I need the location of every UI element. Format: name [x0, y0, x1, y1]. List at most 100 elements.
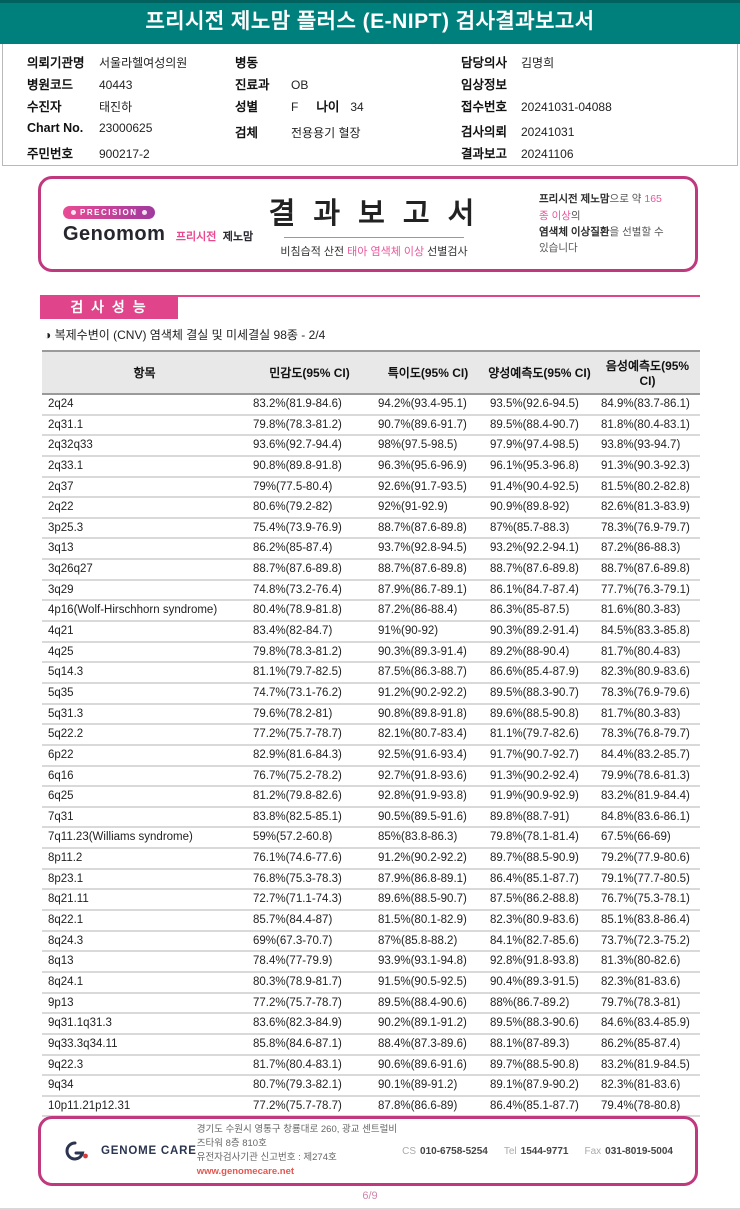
table-row: 9q34 80.7%(79.3-82.1) 90.1%(89-91.2) 89.1%(… [42, 1075, 700, 1097]
table-row: 2q22 80.6%(79.2-82) 92%(91-92.9) 90.9%(89.8… [42, 497, 700, 519]
row-value: 80.4%(78.9-81.8) [247, 600, 372, 623]
row-value: 90.5%(89.5-91.6) [372, 806, 484, 829]
field-value: 전용용기 혈장 [291, 126, 361, 140]
table-row: 2q24 83.2%(81.9-84.6) 94.2%(93.4-95.1) 93.5… [42, 394, 700, 416]
row-value: 90.3%(89.2-91.4) [484, 621, 595, 643]
section-title: 검 사 성 능 [40, 295, 178, 319]
footer-cs: CS 010-6758-5254 [402, 1145, 488, 1157]
row-item-label: 2q22 [42, 497, 247, 519]
row-value: 88.7%(87.6-89.8) [372, 559, 484, 581]
row-value: 82.9%(81.6-84.3) [247, 744, 372, 767]
row-value: 88.7%(87.6-89.8) [484, 559, 595, 581]
row-value: 80.3%(78.9-81.7) [247, 971, 372, 994]
table-row: 5q14.3 81.1%(79.7-82.5) 87.5%(86.3-88.7) 86… [42, 662, 700, 684]
row-item-label: 9q33.3q34.11 [42, 1033, 247, 1056]
table-row: 9q33.3q34.11 85.8%(84.6-87.1) 88.4%(87.3-8… [42, 1033, 700, 1056]
banner-center: 결 과 보 고 서 비침습적 산전 태아 염색체 이상 선별검사 [249, 190, 499, 259]
row-value: 76.8%(75.3-78.3) [247, 868, 372, 891]
row-value: 88.7%(87.6-89.8) [247, 559, 372, 581]
field-label: 접수번호 [461, 99, 508, 114]
section-subtitle: ◑ 복제수변이 (CNV) 염색체 결실 및 미세결실 98종 - 2/4 [44, 328, 326, 342]
row-value: 90.2%(89.1-91.2) [372, 1013, 484, 1035]
row-value: 82.3%(80.9-83.6) [595, 662, 700, 684]
table-row: 2q33.1 90.8%(89.8-91.8) 96.3%(95.6-96.9) 96… [42, 455, 700, 478]
badge-label: PRECISION [80, 208, 138, 217]
field-label: 의뢰기관명 [27, 56, 85, 70]
patient-info-col-right: 담당의사 김명희 임상정보 접수번호 20241031-04088 검사의뢰 2024… [461, 52, 721, 165]
footer-address-block: 경기도 수원시 영통구 창룡대로 260, 광교 센트럴비즈타워 8층 810호… [197, 1123, 402, 1180]
info-row: 검체 전용용기 혈장 [235, 122, 461, 144]
table-row: 3p25.3 75.4%(73.9-76.9) 88.7%(87.6-89.8) 87… [42, 517, 700, 540]
row-value: 84.8%(83.6-86.1) [595, 806, 700, 829]
row-value: 79.9%(78.6-81.3) [595, 765, 700, 788]
row-value: 89.1%(87.9-90.2) [484, 1075, 595, 1097]
row-item-label: 7q11.23(Williams syndrome) [42, 827, 247, 850]
row-value: 81.1%(79.7-82.6) [484, 724, 595, 746]
row-value: 86.6%(85.4-87.9) [484, 662, 595, 684]
row-value: 88.4%(87.3-89.6) [372, 1033, 484, 1056]
report-title: 결 과 보 고 서 [268, 197, 480, 230]
field-value: 20241031-04088 [521, 99, 612, 114]
row-value: 84.6%(83.4-85.9) [595, 1013, 700, 1035]
row-value: 87.8%(86.6-89) [372, 1095, 484, 1118]
info-row: 병원코드 40443 [27, 74, 235, 96]
row-item-label: 3q26q27 [42, 559, 247, 581]
row-value: 93.6%(92.7-94.4) [247, 435, 372, 457]
row-value: 82.3%(81-83.6) [595, 971, 700, 994]
col-header-specificity: 특이도(95% CI) [372, 350, 484, 395]
table-row: 5q35 74.7%(73.1-76.2) 91.2%(90.2-92.2) 89.5… [42, 682, 700, 705]
info-row: 담당의사 김명희 [461, 52, 721, 74]
row-value: 79.6%(78.2-81) [247, 703, 372, 726]
row-item-label: 9q34 [42, 1075, 247, 1097]
row-value: 79.2%(77.9-80.6) [595, 848, 700, 870]
row-value: 93.7%(92.8-94.5) [372, 538, 484, 561]
row-value: 82.1%(80.7-83.4) [372, 724, 484, 746]
report-header: 프리시전 제노맘 플러스 (E-NIPT) 검사결과보고서 [0, 0, 740, 44]
row-value: 86.4%(85.1-87.7) [484, 868, 595, 891]
logo-wordmark: Genomom [63, 223, 166, 245]
row-value: 92.7%(91.8-93.6) [372, 765, 484, 788]
row-value: 76.7%(75.3-78.1) [595, 889, 700, 911]
row-value: 91.7%(90.7-92.7) [484, 744, 595, 767]
footer-box: GENOME CARE 경기도 수원시 영통구 창룡대로 260, 광교 센트럴… [38, 1116, 698, 1186]
row-value: 87%(85.8-88.2) [372, 930, 484, 953]
row-value: 91.4%(90.4-92.5) [484, 476, 595, 499]
logo-sub-pink: 프리시전 [175, 231, 217, 243]
table-row: 6p22 82.9%(81.6-84.3) 92.5%(91.6-93.4) 91.7… [42, 744, 700, 767]
info-row: 검사의뢰 20241031 [461, 121, 721, 143]
row-item-label: 4q25 [42, 641, 247, 664]
field-value: 서울라헬여성의원 [99, 56, 188, 70]
row-value: 79%(77.5-80.4) [247, 476, 372, 499]
row-value: 93.5%(92.6-94.5) [484, 394, 595, 416]
info-row: 의뢰기관명 서울라헬여성의원 [27, 52, 235, 74]
row-value: 84.1%(82.7-85.6) [484, 930, 595, 953]
row-item-label: 6q25 [42, 786, 247, 808]
row-value: 85.1%(83.8-86.4) [595, 910, 700, 932]
table-row: 2q37 79%(77.5-80.4) 92.6%(91.7-93.5) 91.4%(… [42, 476, 700, 499]
row-value: 85.7%(84.4-87) [247, 910, 372, 932]
row-value: 83.2%(81.9-84.4) [595, 786, 700, 808]
row-value: 78.3%(76.9-79.7) [595, 517, 700, 540]
row-value: 86.4%(85.1-87.7) [484, 1095, 595, 1118]
genomom-logo: PRECISION Genomom 프리시전 제노맘 [41, 202, 253, 246]
row-value: 89.6%(88.5-90.7) [372, 889, 484, 911]
row-item-label: 3q29 [42, 579, 247, 602]
row-value: 73.7%(72.3-75.2) [595, 930, 700, 953]
row-value: 83.2%(81.9-84.5) [595, 1054, 700, 1077]
footer-website-link[interactable]: www.genomecare.net [196, 1166, 295, 1178]
row-value: 90.1%(89-91.2) [372, 1075, 484, 1097]
badge-dot-icon [141, 210, 147, 215]
field-value: 태진하 [99, 99, 133, 114]
table-row: 2q32q33 93.6%(92.7-94.4) 98%(97.5-98.5) 97.… [42, 435, 700, 457]
row-value: 81.8%(80.4-83.1) [595, 414, 700, 437]
row-value: 90.7%(89.6-91.7) [372, 414, 484, 437]
row-item-label: 10p11.21p12.31 [42, 1095, 247, 1118]
row-value: 81.5%(80.2-82.8) [595, 476, 700, 499]
row-value: 88.1%(87-89.3) [484, 1033, 595, 1056]
row-value: 78.4%(77-79.9) [247, 951, 372, 973]
table-row: 6q25 81.2%(79.8-82.6) 92.8%(91.9-93.8) 91.9… [42, 786, 700, 808]
row-value: 88%(86.7-89.2) [484, 992, 595, 1015]
banner-note: 프리시전 제노맘으로 약 165종 이상의 염색체 이상질환을 선별할 수 있습… [499, 191, 695, 256]
table-row: 8q24.3 69%(67.3-70.7) 87%(85.8-88.2) 84.1%(… [42, 930, 700, 953]
